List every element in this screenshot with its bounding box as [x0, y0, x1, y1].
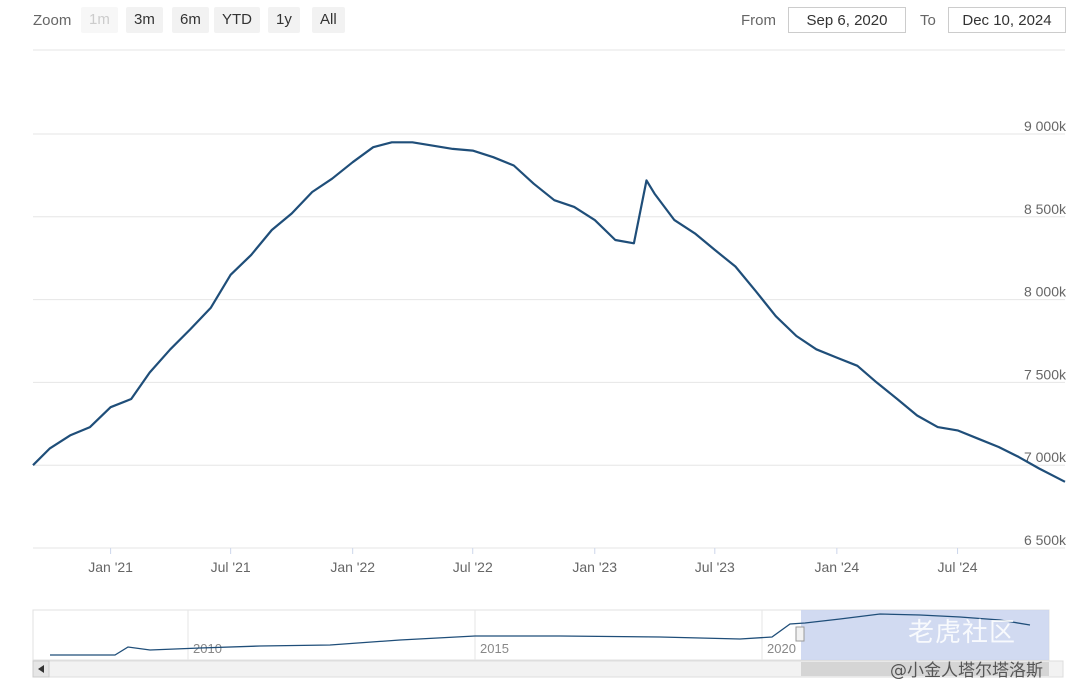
zoom-1y-button[interactable]: 1y: [268, 7, 300, 33]
y-tick-label: 8 500k: [1024, 201, 1067, 217]
handle-watermark: @小金人塔尔塔洛斯: [890, 661, 1043, 681]
x-tick-label: Jan '24: [814, 559, 859, 575]
zoom-label: Zoom: [33, 12, 72, 29]
y-tick-label: 6 500k: [1024, 532, 1067, 548]
chevron-left-icon: [38, 665, 44, 673]
navigator-label-2020: 2020: [767, 641, 796, 656]
x-axis-labels: Jan '21 Jul '21 Jan '22 Jul '22 Jan '23 Jul '…: [88, 548, 978, 575]
y-tick-label: 7 500k: [1024, 366, 1067, 382]
x-tick-label: Jan '21: [88, 559, 133, 575]
from-label: From: [741, 12, 776, 29]
zoom-1m-button[interactable]: 1m: [81, 7, 118, 33]
to-date-input[interactable]: Dec 10, 2024: [948, 7, 1066, 33]
zoom-6m-button[interactable]: 6m: [172, 7, 209, 33]
x-tick-label: Jul '22: [453, 559, 493, 575]
from-date-input[interactable]: Sep 6, 2020: [788, 7, 906, 33]
navigator-left-handle[interactable]: [795, 626, 805, 642]
navigator[interactable]: 2010 2015 2020: [32, 609, 1050, 661]
zoom-all-button[interactable]: All: [312, 7, 345, 33]
x-tick-label: Jul '23: [695, 559, 735, 575]
x-tick-label: Jan '23: [572, 559, 617, 575]
series-line: [32, 141, 1066, 483]
navigator-label-2015: 2015: [480, 641, 509, 656]
y-tick-label: 7 000k: [1024, 449, 1067, 465]
grid-lines: [33, 49, 1065, 549]
scrollbar[interactable]: [32, 660, 1064, 678]
x-tick-label: Jul '24: [938, 559, 978, 575]
y-tick-label: 8 000k: [1024, 284, 1067, 300]
zoom-ytd-button[interactable]: YTD: [214, 7, 260, 33]
y-axis-labels: 9 000k 8 500k 8 000k 7 500k 7 000k 6 500k: [1024, 118, 1067, 548]
navigator-series-line: [50, 613, 1031, 656]
range-selector-toolbar: Zoom 1m 3m 6m YTD 1y All From Sep 6, 202…: [0, 0, 1080, 40]
brand-watermark: 老虎社区: [908, 618, 1017, 648]
scrollbar-thumb: [801, 662, 1049, 676]
y-tick-label: 9 000k: [1024, 118, 1067, 134]
zoom-3m-button[interactable]: 3m: [126, 7, 163, 33]
x-tick-label: Jan '22: [330, 559, 375, 575]
x-tick-label: Jul '21: [211, 559, 251, 575]
navigator-label-2010: 2010: [193, 641, 222, 656]
to-label: To: [920, 12, 936, 29]
